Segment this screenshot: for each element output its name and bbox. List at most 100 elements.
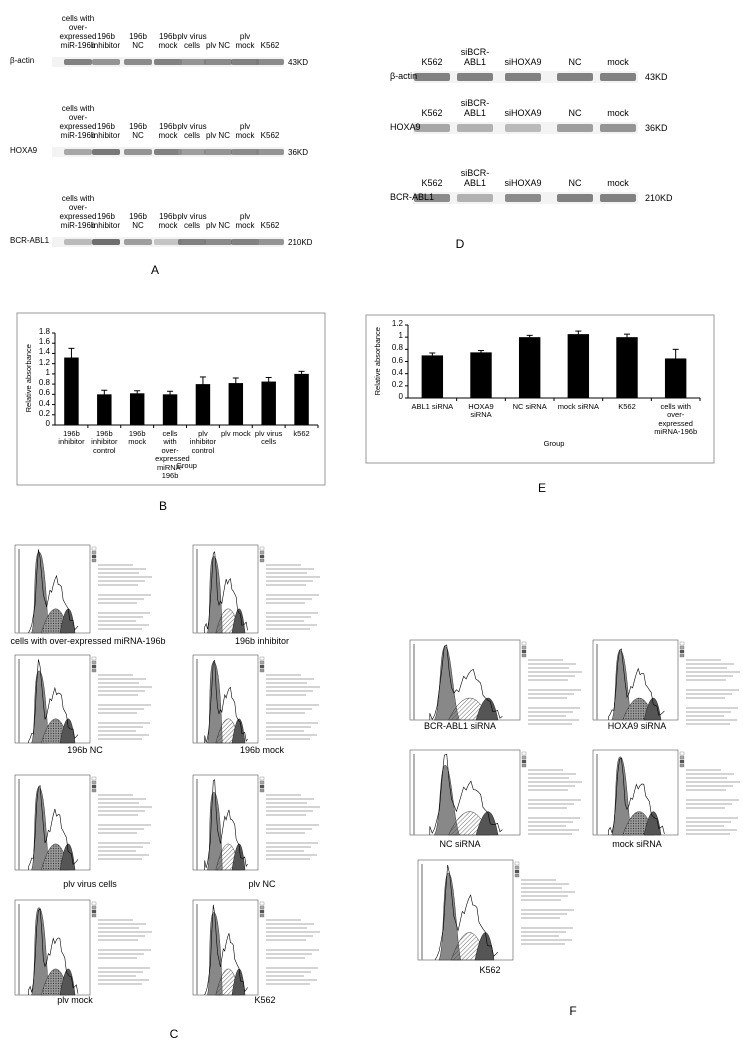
blot-band [557,194,593,202]
blot-band [256,59,284,65]
bar [195,384,211,425]
lane-label: plv virus cells [177,122,207,141]
lane-label: plv NC [205,221,230,231]
x-tick-label: 196b mock [128,429,147,447]
g2-peak [474,932,495,961]
flow-histogram [192,544,320,634]
legend-swatch [91,656,97,661]
size-label: 210KD [645,193,673,203]
bar [470,352,492,398]
flow-histogram [14,544,152,634]
legend-swatch [91,788,97,793]
legend-swatch [91,780,97,785]
blot-strip [413,122,638,134]
x-tick-label: NC siRNA [512,402,547,411]
g2-peak [643,811,662,836]
flow-caption: 196b inhibitor [234,636,290,646]
lane-label: siHOXA9 [504,177,542,188]
legend-swatch [679,641,685,646]
legend-swatch [91,550,97,555]
x-tick-label: K562 [618,402,636,411]
error-bar [101,389,108,399]
panel-label: E [537,481,546,495]
size-label: 210KD [288,238,313,247]
flow-histogram [592,639,740,725]
legend-swatch [91,558,97,563]
flow-caption: K562 [479,965,501,975]
blot-band [124,239,152,245]
legend-swatch [259,668,265,673]
panel-label: F [569,1004,577,1018]
bar [64,357,79,425]
blot-band [505,73,541,81]
lane-label: siBCR-ABL1 [460,167,490,188]
protein-label: HOXA9 [390,122,421,132]
chart-frame [365,314,715,464]
lane-label: cells with over-expressed miR-196b [59,14,97,51]
legend-swatch [521,649,527,654]
y-tick-label: 0.8 [38,378,50,388]
legend-swatch [91,905,97,910]
error-bar [134,390,141,396]
flow-caption: 196b mock [239,745,285,755]
histogram-outline [28,549,79,633]
legend-swatch [679,763,685,768]
lane-label: K562 [260,221,280,231]
flow-histogram [14,654,152,744]
blot-band [600,194,636,202]
blot-band [557,73,593,81]
protein-label: HOXA9 [10,146,38,155]
flow-histogram [192,899,320,996]
flow-histogram [14,774,152,871]
lane-label: mock [607,56,629,67]
bar [421,355,444,398]
y-tick-label: 1.6 [38,337,50,347]
histogram-outline [429,644,503,721]
error-bar [265,376,272,386]
lane-label: plv NC [205,41,230,51]
blot-band [414,124,450,132]
lane-label: NC [568,107,582,118]
legend-swatch [259,546,265,551]
legend-swatch [259,660,265,665]
g1-peak [433,646,460,721]
flow-caption: plv virus cells [63,879,117,889]
error-bar [199,376,206,392]
legend-swatch [521,759,527,764]
lane-label: siHOXA9 [504,56,542,67]
blot-band [457,124,493,132]
legend-swatch [259,901,265,906]
g2-peak [231,843,246,871]
error-bar [672,348,679,368]
y-tick-label: 1.2 [38,357,50,367]
flow-histogram [14,899,152,996]
blot-strip [52,147,284,157]
blot-band [414,73,450,81]
blot-band [64,59,92,65]
lane-label: plv virus cells [177,212,207,231]
blot-band [154,59,182,65]
legend-swatch [91,901,97,906]
bar [567,334,590,398]
legend-swatch [679,751,685,756]
size-label: 43KD [288,58,309,67]
blot-band [154,239,182,245]
legend-swatch [91,546,97,551]
blot-band [178,149,206,155]
g2-peak [231,608,246,634]
blot-band [414,194,450,202]
legend-swatch [679,649,685,654]
y-tick-label: 1.2 [391,319,403,328]
lane-label: K562 [421,177,443,188]
blot-band [178,239,206,245]
flow-histogram [192,654,320,744]
error-bar [526,334,533,339]
legend-swatch [259,788,265,793]
histogram-outline [28,784,79,870]
lane-label: plv mock [235,122,255,141]
lane-label: K562 [421,107,443,118]
size-label: 36KD [288,148,309,157]
lane-label: 196b inhibitor [91,212,120,231]
histogram-outline [608,757,665,835]
legend-swatch [259,656,265,661]
